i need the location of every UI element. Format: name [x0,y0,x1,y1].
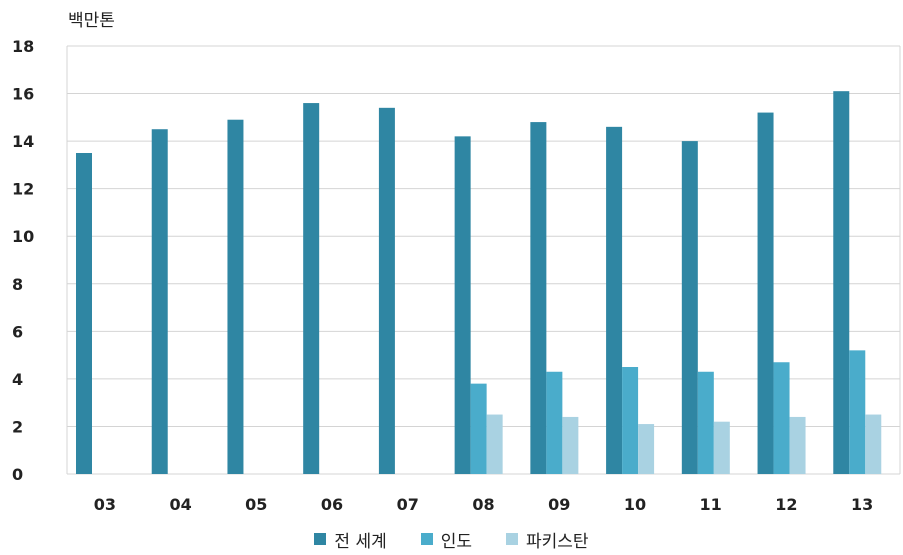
y-tick-label: 14 [12,132,34,151]
bar-india-08 [470,383,487,474]
bar-india-12 [773,362,790,474]
bar-pakistan-13 [865,414,882,474]
x-tick-label: 10 [624,495,646,514]
y-tick-label: 18 [12,37,34,56]
x-tick-label: 07 [397,495,419,514]
y-axis-unit-label: 백만톤 [68,11,115,31]
bar-world-04 [151,129,168,474]
bar-india-11 [697,371,714,474]
x-tick-label: 08 [472,495,494,514]
bar-chart: 0 2 4 6 8 10 12 14 16 18 03 04 05 06 07 08 09 10 11 12 13 [12,37,901,514]
y-tick-label: 8 [12,275,23,294]
legend: 전 세계 인도 파키스탄 [0,526,903,552]
bar-india-09 [546,371,563,474]
x-tick-label: 05 [245,495,267,514]
y-tick-label: 4 [12,370,23,389]
x-tick-label: 12 [775,495,797,514]
y-tick-label: 0 [12,465,23,484]
bar-world-05 [227,119,244,474]
x-tick-label: 03 [94,495,116,514]
legend-item-india: 인도 [420,527,473,552]
legend-label-pakistan: 파키스탄 [526,531,589,552]
legend-swatch-pakistan [506,533,519,545]
y-tick-label: 16 [12,85,34,104]
x-tick-label: 13 [851,495,873,514]
x-tick-label: 09 [548,495,570,514]
bar-india-10 [622,367,639,474]
x-tick-label: 06 [321,495,343,514]
legend-item-world: 전 세계 [314,527,387,552]
legend-swatch-world [314,533,327,545]
bar-world-07 [378,107,395,475]
legend-label-india: 인도 [440,531,473,552]
bar-pakistan-08 [486,414,503,474]
bar-world-09 [530,122,547,474]
x-tick-label: 11 [700,495,722,514]
y-tick-label: 12 [12,180,34,199]
y-tick-label: 10 [12,227,34,246]
bar-pakistan-09 [562,416,579,474]
bar-world-10 [606,126,623,474]
x-tick-label: 04 [169,495,191,514]
legend-item-pakistan: 파키스탄 [506,527,589,552]
bar-world-08 [454,136,471,474]
y-tick-label: 6 [12,322,23,341]
bar-world-03 [76,153,92,474]
bar-world-11 [681,141,698,474]
bar-india-13 [849,350,866,474]
legend-swatch-india [420,533,433,545]
bar-world-12 [757,112,774,475]
bar-world-06 [303,103,320,475]
bar-pakistan-11 [713,421,730,474]
bar-world-13 [833,91,850,474]
bar-pakistan-10 [638,424,655,474]
legend-label-world: 전 세계 [334,531,387,552]
bar-pakistan-12 [789,416,806,474]
y-tick-label: 2 [12,417,23,436]
